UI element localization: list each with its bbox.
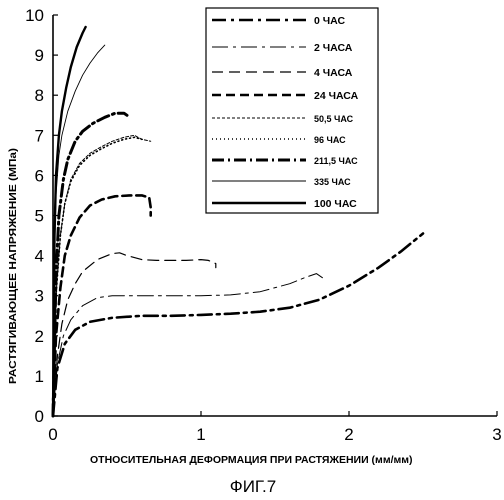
y-tick-label: 8 [35,86,44,105]
y-tick-label: 10 [25,6,44,25]
legend-label-335-час: 335 ЧАС [314,177,351,187]
y-tick-label: 9 [35,46,44,65]
y-tick-label: 1 [35,367,44,386]
y-tick-label: 3 [35,287,44,306]
y-tick-label: 6 [35,166,44,185]
series-line-0-час [53,234,423,417]
x-axis-title: ОТНОСИТЕЛЬНАЯ ДЕФОРМАЦИЯ ПРИ РАСТЯЖЕНИИ … [90,454,413,466]
x-tick-label: 3 [492,425,501,444]
y-tick-label: 4 [35,247,44,266]
legend-label-100-час: 100 ЧАС [314,198,357,210]
series-line-2-часа [53,274,322,416]
legend-label-24-часа: 24 ЧАСА [314,90,359,102]
legend-label-211-5-час: 211,5 ЧАС [314,156,358,166]
series-line-211-5-час [53,113,127,416]
y-tick-label: 7 [35,126,44,145]
x-tick-label: 0 [48,425,57,444]
legend-label-50-5-час: 50,5 ЧАС [314,114,354,124]
legend-label-2-часа: 2 ЧАСА [314,42,353,54]
y-axis-title: РАСТЯГИВАЮЩЕЕ НАПРЯЖЕНИЕ (МПа) [7,148,19,384]
legend-label-4-часа: 4 ЧАСА [314,67,353,79]
y-tick-label: 5 [35,207,44,226]
series-line-50-5-час [53,135,151,416]
legend-box [206,8,378,213]
figure-caption: ФИГ.7 [230,477,276,496]
legend-label-96-час: 96 ЧАС [314,135,346,145]
y-tick-label: 2 [35,327,44,346]
x-tick-label: 2 [344,425,353,444]
y-tick-label: 0 [35,407,44,426]
series-line-4-часа [53,253,216,416]
legend-label-0-час: 0 ЧАС [314,15,345,27]
series-line-96-час [53,137,142,416]
series-line-24-часа [53,195,151,416]
x-tick-label: 1 [196,425,205,444]
